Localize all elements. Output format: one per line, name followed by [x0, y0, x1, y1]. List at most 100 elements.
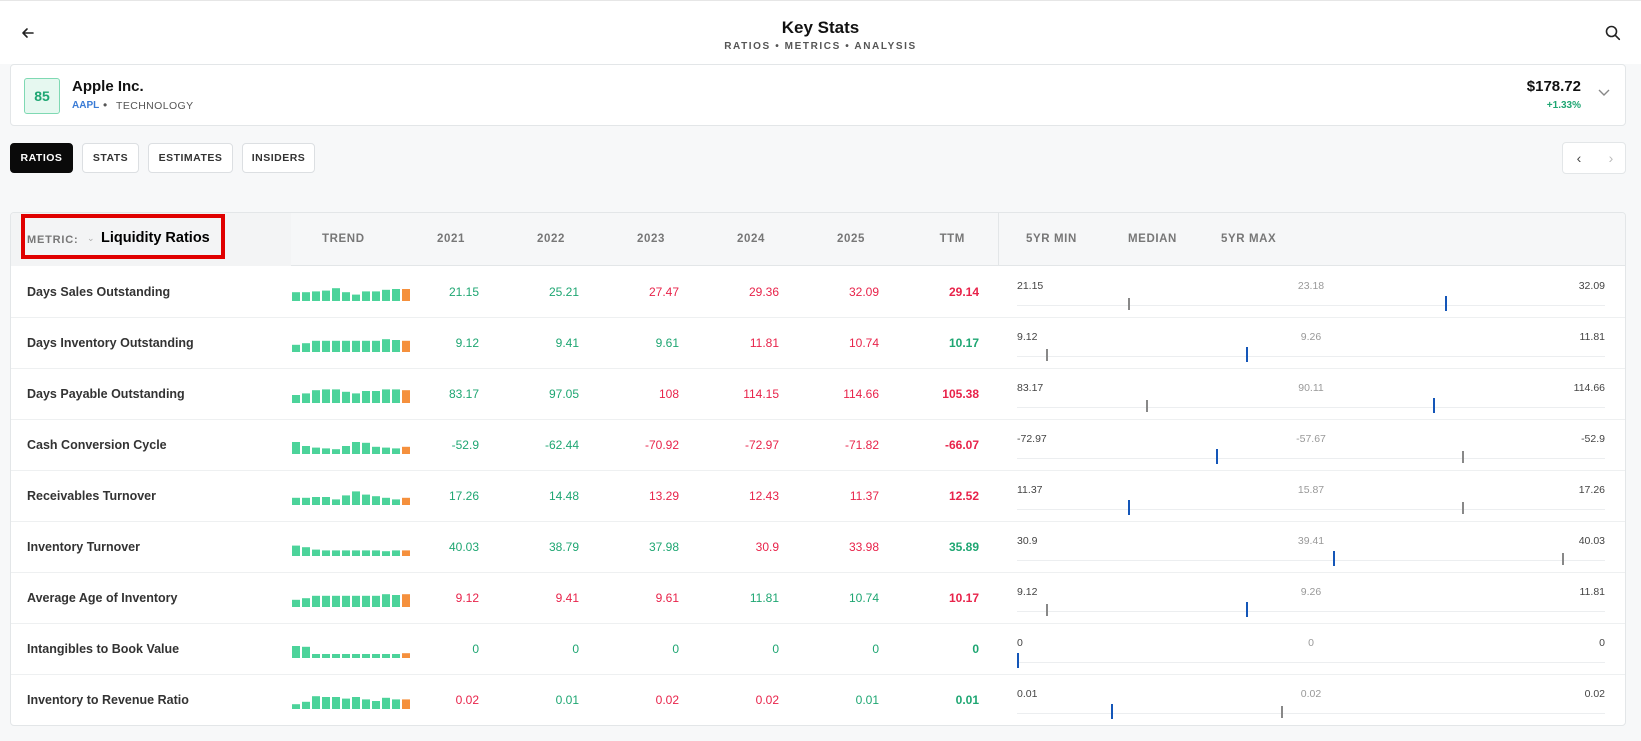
- trend-bar: [372, 496, 380, 505]
- row-label: Intangibles to Book Value: [27, 642, 180, 656]
- range-max: 114.66: [1573, 382, 1605, 394]
- trend-bar: [302, 598, 310, 607]
- value-cell: 9.41: [555, 336, 579, 350]
- trend-bar: [332, 595, 340, 607]
- company-ticker: AAPL: [72, 100, 100, 111]
- table-row[interactable]: Intangibles to Book Value 0 0 0 0 0 0 0 0 0: [11, 624, 1625, 675]
- value-cell: -62.44: [544, 438, 579, 452]
- stock-price: $178.72: [1526, 78, 1581, 95]
- value-cell: 37.98: [648, 540, 679, 554]
- trend-bar: [312, 497, 320, 505]
- trend-sparkbar: [292, 696, 410, 709]
- value-cell: 33.98: [848, 540, 879, 554]
- table-row[interactable]: Days Payable Outstanding 83.17 97.05 108 114…: [11, 369, 1625, 420]
- arrow-left-icon[interactable]: [18, 23, 38, 43]
- value-cell: 0.01: [555, 693, 579, 707]
- company-card[interactable]: 85 Apple Inc. AAPL • TECHNOLOGY $178.72 …: [10, 64, 1626, 126]
- value-cell: 0: [772, 642, 779, 656]
- current-tick: [1216, 449, 1219, 464]
- trend-bar: [322, 389, 330, 403]
- tab-insiders[interactable]: INSIDERS: [242, 143, 315, 173]
- trend-bar: [332, 654, 340, 658]
- tab-stats[interactable]: STATS: [82, 143, 139, 173]
- trend-bar: [322, 448, 330, 454]
- range-track: [1017, 407, 1605, 408]
- trend-bar: [342, 550, 350, 556]
- range-median: 39.41: [1297, 535, 1325, 547]
- trend-bar: [312, 291, 320, 301]
- range-track: [1017, 662, 1605, 663]
- tab-estimates[interactable]: ESTIMATES: [148, 143, 233, 173]
- median-tick: [1046, 349, 1049, 361]
- trend-bar: [302, 547, 310, 556]
- chevron-down-icon[interactable]: ⌄: [87, 233, 95, 243]
- range-median: 0.02: [1300, 688, 1322, 700]
- row-label: Days Payable Outstanding: [27, 387, 185, 401]
- trend-bar: [352, 340, 360, 352]
- chevron-right-icon[interactable]: ›: [1608, 150, 1614, 166]
- value-cell: 12.43: [748, 489, 779, 503]
- value-cell: 9.12: [455, 591, 479, 605]
- value-cell: 97.05: [548, 387, 579, 401]
- current-tick: [1110, 704, 1113, 719]
- highlight-box: [21, 214, 225, 259]
- trend-bar: [372, 654, 380, 658]
- chevron-down-icon[interactable]: [1597, 85, 1611, 99]
- value-cell: 40.03: [448, 540, 479, 554]
- trend-bar: [362, 699, 370, 709]
- trend-bar: [402, 289, 410, 301]
- range-indicator: 9.12 9.26 11.81: [1017, 573, 1605, 624]
- trend-bar: [342, 698, 350, 709]
- table-row[interactable]: Average Age of Inventory 9.12 9.41 9.61 11.8…: [11, 573, 1625, 624]
- trend-bar: [402, 594, 410, 607]
- trend-bar: [292, 646, 300, 658]
- range-track: [1017, 611, 1605, 612]
- chevron-left-icon[interactable]: ‹: [1576, 150, 1582, 166]
- ttm-cell: 0.01: [955, 693, 979, 707]
- metric-label: METRIC:: [27, 234, 79, 246]
- ttm-cell: 105.38: [942, 387, 979, 401]
- trend-bar: [392, 448, 400, 454]
- table-row[interactable]: Cash Conversion Cycle -52.9 -62.44 -70.92 -7…: [11, 420, 1625, 471]
- trend-bar: [392, 389, 400, 403]
- trend-bar: [312, 447, 320, 454]
- company-sector: TECHNOLOGY: [116, 100, 194, 112]
- metric-value: Liquidity Ratios: [101, 230, 210, 246]
- range-min: 0.01: [1017, 688, 1038, 700]
- trend-bar: [312, 549, 320, 556]
- table-row[interactable]: Days Sales Outstanding 21.15 25.21 27.47 29.…: [11, 267, 1625, 318]
- search-icon[interactable]: [1603, 23, 1623, 43]
- table-row[interactable]: Days Inventory Outstanding 9.12 9.41 9.61 11…: [11, 318, 1625, 369]
- trend-bar: [362, 391, 370, 403]
- trend-bar: [352, 654, 360, 658]
- range-indicator: 9.12 9.26 11.81: [1017, 318, 1605, 369]
- value-cell: 114.15: [743, 387, 779, 401]
- trend-bar: [402, 550, 410, 556]
- ttm-cell: 10.17: [948, 591, 979, 605]
- value-cell: 83.17: [448, 387, 479, 401]
- range-min: 30.9: [1017, 535, 1038, 547]
- value-cell: 0: [572, 642, 579, 656]
- trend-bar: [342, 446, 350, 454]
- table-row[interactable]: Inventory Turnover 40.03 38.79 37.98 30.9 33.…: [11, 522, 1625, 573]
- row-label: Inventory to Revenue Ratio: [27, 693, 189, 707]
- table-row[interactable]: Inventory to Revenue Ratio 0.02 0.01 0.02 0.…: [11, 675, 1625, 725]
- trend-bar: [372, 291, 380, 301]
- trend-bar: [382, 389, 390, 403]
- range-min: 9.12: [1017, 586, 1038, 598]
- trend-bar: [302, 292, 310, 301]
- range-track: [1017, 458, 1605, 459]
- trend-bar: [372, 391, 380, 403]
- range-median: 9.26: [1300, 331, 1322, 343]
- trend-bar: [382, 497, 390, 505]
- trend-bar: [402, 390, 410, 403]
- metric-selector[interactable]: METRIC: ⌄ Liquidity Ratios: [11, 213, 291, 266]
- row-label: Inventory Turnover: [27, 540, 140, 554]
- table-row[interactable]: Receivables Turnover 17.26 14.48 13.29 12.43…: [11, 471, 1625, 522]
- trend-bar: [352, 442, 360, 454]
- trend-sparkbar: [292, 442, 410, 454]
- trend-bar: [362, 291, 370, 301]
- tab-ratios[interactable]: RATIOS: [10, 143, 73, 173]
- trend-bar: [402, 340, 410, 352]
- current-tick: [1444, 296, 1447, 311]
